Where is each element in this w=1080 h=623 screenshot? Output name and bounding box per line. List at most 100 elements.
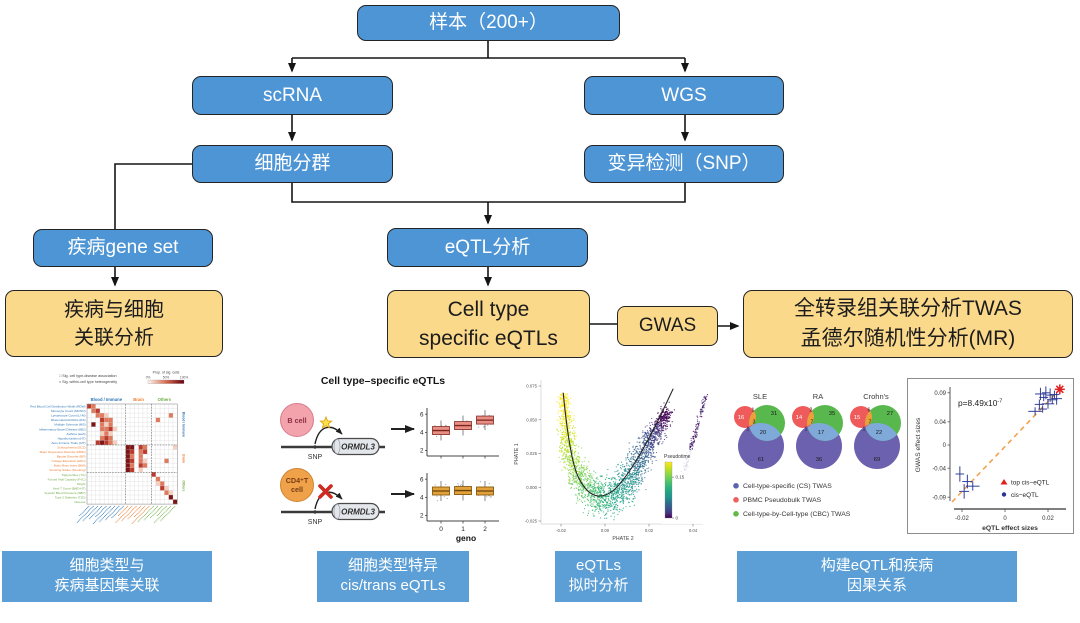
principal-curve: [562, 388, 674, 497]
node-scrna: scRNA: [192, 76, 393, 115]
figure-celltype-disease-heatmap: □ Sig. cell type-disease association × S…: [15, 368, 265, 546]
svg-text:2: 2: [420, 448, 424, 455]
svg-text:College Education (EDU): College Education (EDU): [51, 459, 85, 463]
svg-text:1: 1: [805, 427, 808, 433]
svg-text:14: 14: [796, 415, 803, 421]
svg-text:SNP: SNP: [308, 519, 323, 526]
svg-text:6: 6: [420, 476, 424, 483]
effect-scatter-content: 0.09 0.04 0 -0.04 -0.09 -0.02 0 0.02 p=8.49x10-7…: [932, 384, 1066, 522]
heatmap-col-labels: [76, 505, 176, 525]
svg-text:cell: cell: [291, 485, 303, 494]
svg-text:-0.02: -0.02: [955, 516, 969, 522]
svg-text:Multiple Sclerosis (MS): Multiple Sclerosis (MS): [54, 423, 85, 427]
svg-text:top cis−eQTL: top cis−eQTL: [1011, 480, 1050, 487]
heatmap-legend-association: □ Sig. cell type-disease association: [59, 374, 117, 378]
node-sample: 样本（200+）: [357, 5, 620, 41]
svg-text:50%: 50%: [163, 376, 170, 380]
svg-text:0.04: 0.04: [689, 528, 698, 533]
heatmap-grid: 0% 50% 100% Blood / Immune Blood / Immune Bra…: [30, 376, 188, 525]
svg-text:2: 2: [483, 526, 487, 533]
svg-text:6: 6: [868, 408, 871, 414]
svg-text:Others: Others: [158, 397, 172, 402]
node-disease-geneset: 疾病gene set: [33, 229, 213, 267]
svg-text:Auto Immune Traits (AIT): Auto Immune Traits (AIT): [51, 441, 85, 445]
node-celltype-eqtls: Cell type specific eQTLs: [387, 290, 590, 358]
figure-twas-venn: SLE 16 1 31 3 1 20 61 RA 14 2 35 7 1 17 36 Crohn's 15 6 27 7…: [722, 372, 907, 540]
node-twas-mr: 全转录组关联分析TWAS 孟德尔随机性分析(MR): [743, 290, 1073, 358]
svg-text:ORMDL3: ORMDL3: [341, 443, 375, 452]
figure-celltype-specific-eqtls: Cell type–specific eQTLs B cell SNP ORMDL3…: [275, 368, 503, 546]
legend-triangle-icon: [1000, 479, 1008, 485]
svg-text:-0.02: -0.02: [556, 528, 566, 533]
svg-text:0.09: 0.09: [934, 391, 946, 397]
svg-text:Brain: Brain: [133, 397, 144, 402]
svg-text:0.025: 0.025: [526, 451, 537, 456]
heatmap-colorbar-label: Prop. of sig. cells: [153, 371, 180, 375]
svg-text:Inflammatory Bowel Disease (IB: Inflammatory Bowel Disease (IBD): [39, 427, 86, 431]
svg-text:0: 0: [676, 516, 679, 521]
svg-text:Smoking Status (Smoking): Smoking Status (Smoking): [49, 468, 85, 472]
svg-text:22: 22: [876, 430, 882, 436]
caption-line: 构建eQTL和疾病: [820, 557, 934, 574]
svg-text:1: 1: [461, 526, 465, 533]
svg-text:17: 17: [818, 430, 824, 436]
svg-text:1: 1: [863, 427, 866, 433]
enhancer-star-icon: [319, 415, 333, 429]
venn-legend-dot: [733, 483, 739, 489]
svg-text:Hypothyroidism (HT): Hypothyroidism (HT): [58, 436, 86, 440]
svg-text:ORMDL3: ORMDL3: [341, 508, 375, 517]
svg-text:Forced Vital Capacity (FVC): Forced Vital Capacity (FVC): [48, 477, 86, 481]
caption-causal: 构建eQTL和疾病 因果关系: [737, 551, 1017, 602]
svg-text:Red Blood Cell Distribution Wi: Red Blood Cell Distribution Width (RDW): [30, 405, 85, 409]
svg-text:4: 4: [420, 430, 424, 437]
cis-eqtl-points: [955, 386, 1062, 499]
svg-text:16: 16: [738, 415, 744, 421]
venn-legend-dot: [733, 511, 739, 517]
svg-text:27: 27: [887, 411, 893, 417]
venn-legend-dot: [733, 497, 739, 503]
venn-content: SLE16131312061RA14235711736Crohn's156277…: [733, 392, 901, 518]
caption-line: eQTLs: [575, 557, 621, 574]
svg-text:Height: Height: [77, 482, 86, 486]
svg-text:0.02: 0.02: [645, 528, 654, 533]
venn-Crohn's: Crohn's 15 6 27 71 22 69: [850, 392, 901, 469]
svg-text:-0.04: -0.04: [932, 466, 946, 472]
svg-text:0.15: 0.15: [676, 475, 685, 480]
venn-RA: RA 14 2 35 71 17 36: [792, 392, 843, 469]
svg-text:CD4⁺T: CD4⁺T: [286, 476, 309, 485]
caption-line: cis/trans eQTLs: [340, 577, 446, 594]
pseudotime-colorbar-label: Pseudotime: [664, 454, 691, 460]
svg-text:0: 0: [1003, 516, 1007, 522]
svg-text:Body Mass Index (BMI): Body Mass Index (BMI): [54, 464, 86, 468]
svg-text:0.075: 0.075: [526, 384, 537, 389]
svg-text:Rheumatoid Arthritis (RA): Rheumatoid Arthritis (RA): [51, 418, 86, 422]
svg-text:Crohn's: Crohn's: [863, 392, 889, 401]
svg-text:Lymphocyte Count (LYM): Lymphocyte Count (LYM): [51, 414, 85, 418]
svg-text:Heel T Score (BMD-HT): Heel T Score (BMD-HT): [53, 486, 85, 490]
phate-xlabel: PHATE 2: [612, 536, 633, 542]
svg-text:Asthma (asth): Asthma (asth): [67, 432, 86, 436]
caption-line: 疾病基因集关联: [54, 577, 160, 594]
phate-content: 0.075 0.050 0.025 0.000 -0.025 -0.02 0.00 0.02 0…: [525, 380, 709, 533]
svg-text:7: 7: [811, 420, 814, 426]
phate-ylabel: PHATE 1: [514, 443, 520, 464]
svg-text:B cell: B cell: [287, 416, 306, 425]
svg-text:Glucose: Glucose: [74, 500, 85, 504]
svg-text:-0.09: -0.09: [932, 495, 946, 501]
svg-text:31: 31: [771, 411, 777, 417]
svg-text:Others: Others: [181, 480, 185, 491]
legend-dot-icon: [1001, 492, 1007, 497]
heatmap-cells: [87, 404, 178, 505]
svg-text:Major Depressive Disorder (MDD: Major Depressive Disorder (MDD): [40, 450, 86, 454]
svg-text:0.000: 0.000: [526, 485, 537, 490]
schematic-row: B cell SNP ORMDL3 2 4 6: [280, 403, 499, 461]
svg-text:7: 7: [869, 420, 872, 426]
svg-text:Monocyte Count (MONO): Monocyte Count (MONO): [51, 409, 86, 413]
svg-text:1: 1: [752, 408, 755, 414]
figure-eqtl-gwas-effects: 0.09 0.04 0 -0.04 -0.09 -0.02 0 0.02 p=8.49x10-7…: [907, 378, 1074, 534]
svg-text:3: 3: [753, 420, 756, 426]
svg-text:20: 20: [760, 430, 766, 436]
